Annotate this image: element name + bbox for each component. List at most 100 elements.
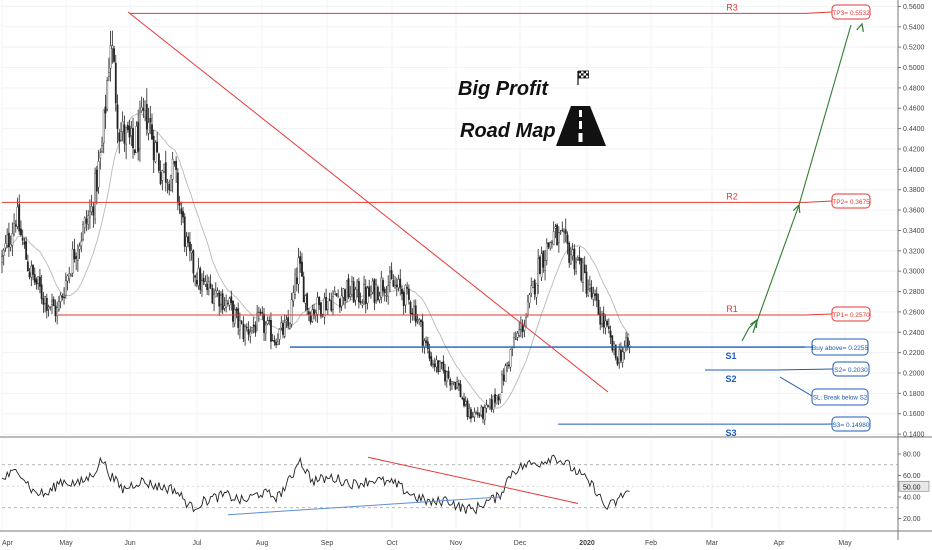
candle-body — [252, 324, 255, 327]
candle-body — [452, 381, 455, 383]
sl-callout-text: SL: Break below S2 — [813, 395, 868, 402]
candle-body — [526, 300, 529, 316]
candle-body — [376, 286, 379, 301]
candle-body — [416, 319, 419, 321]
candle-body — [299, 256, 302, 264]
candle-body — [492, 395, 495, 410]
candle-body — [83, 217, 86, 228]
candle-body — [428, 350, 431, 359]
candle-body — [118, 132, 121, 142]
candle-body — [464, 401, 467, 405]
y-tick-label: 0.1400 — [903, 432, 925, 439]
candle-body — [401, 289, 403, 295]
candle-body — [240, 321, 243, 324]
candle-body — [171, 159, 174, 180]
candle-body — [126, 125, 129, 130]
candle-body — [266, 320, 269, 325]
candle-body — [25, 241, 28, 260]
candle-body — [275, 341, 278, 346]
candle-body — [109, 45, 112, 69]
candle-body — [409, 302, 412, 314]
candle-body — [537, 258, 540, 286]
candle-body — [183, 216, 186, 247]
candle-body — [57, 301, 60, 311]
candle-body — [202, 278, 205, 283]
candle-body — [406, 287, 409, 289]
ma-line — [1, 113, 630, 409]
y-tick-label: 0.4200 — [903, 146, 925, 153]
candle-body — [425, 340, 428, 343]
y-tick-label: 0.4000 — [903, 167, 925, 174]
candle-body — [23, 241, 26, 245]
candle-body — [85, 218, 88, 224]
candle-body — [37, 276, 40, 284]
candle-body — [152, 135, 155, 161]
candle-body — [461, 397, 464, 400]
candle-body — [64, 280, 67, 296]
x-tick-label: Aug — [256, 540, 269, 547]
candle-body — [170, 175, 172, 191]
candle-body — [349, 294, 352, 297]
y-tick-label: 0.5600 — [903, 4, 925, 11]
candle-body — [182, 211, 184, 218]
candle-body — [451, 381, 453, 384]
candle-body — [151, 124, 153, 140]
candle-body — [78, 245, 81, 250]
candle-body — [28, 272, 31, 278]
projection-arrowhead — [792, 203, 801, 214]
candle-body — [320, 302, 322, 317]
candle-body — [494, 394, 496, 403]
candle-body — [45, 297, 48, 311]
candle-body — [123, 124, 126, 144]
candle-body — [1, 256, 3, 263]
candle-body — [328, 299, 331, 301]
candle-body — [166, 182, 169, 184]
candle-body — [625, 337, 627, 346]
candle-body — [144, 100, 146, 111]
candle-body — [552, 231, 555, 245]
x-tick-label: Feb — [645, 540, 657, 547]
grid — [1, 0, 898, 530]
title-block: Big Profit Road Map — [458, 70, 606, 146]
candle-body — [99, 152, 102, 159]
candle-body — [159, 172, 162, 184]
candle-body — [220, 294, 222, 305]
rsi-blue-trendline — [227, 496, 501, 516]
candle-body — [70, 274, 72, 276]
candle-body — [545, 242, 548, 261]
candle-body — [76, 250, 79, 261]
candle-body — [407, 288, 410, 300]
candle-body — [566, 234, 569, 244]
candle-body — [578, 257, 581, 261]
sl-callout-pointer — [779, 376, 813, 397]
candle-body — [316, 297, 319, 315]
candle-body — [264, 324, 267, 334]
candle-body — [313, 309, 315, 315]
candle-body — [590, 287, 593, 298]
candle-body — [235, 308, 238, 311]
candle-body — [190, 250, 193, 254]
candle-body — [394, 285, 396, 288]
y-tick-label: 0.1800 — [903, 391, 925, 398]
downtrend-line — [127, 11, 609, 393]
candle-body — [133, 149, 136, 153]
candle-body — [444, 370, 446, 382]
candle-body — [39, 276, 41, 287]
candle-body — [437, 360, 440, 373]
candle-body — [549, 242, 552, 249]
candle-body — [56, 307, 59, 317]
x-tick-label: 2020 — [579, 540, 595, 547]
tp3-callout-text: TP3= 0.5532 — [832, 10, 870, 17]
candle-body — [504, 365, 507, 382]
candle-body — [535, 283, 538, 298]
candle-body — [302, 276, 305, 303]
candle-body — [102, 109, 105, 144]
candle-body — [326, 301, 329, 310]
candle-body — [185, 236, 188, 247]
level-label-s1: S1 — [725, 351, 736, 361]
chart-title: Big Profit — [458, 78, 549, 100]
candle-body — [457, 382, 460, 386]
candle-body — [44, 296, 47, 304]
candle-body — [573, 248, 576, 270]
candle-body — [402, 292, 405, 306]
